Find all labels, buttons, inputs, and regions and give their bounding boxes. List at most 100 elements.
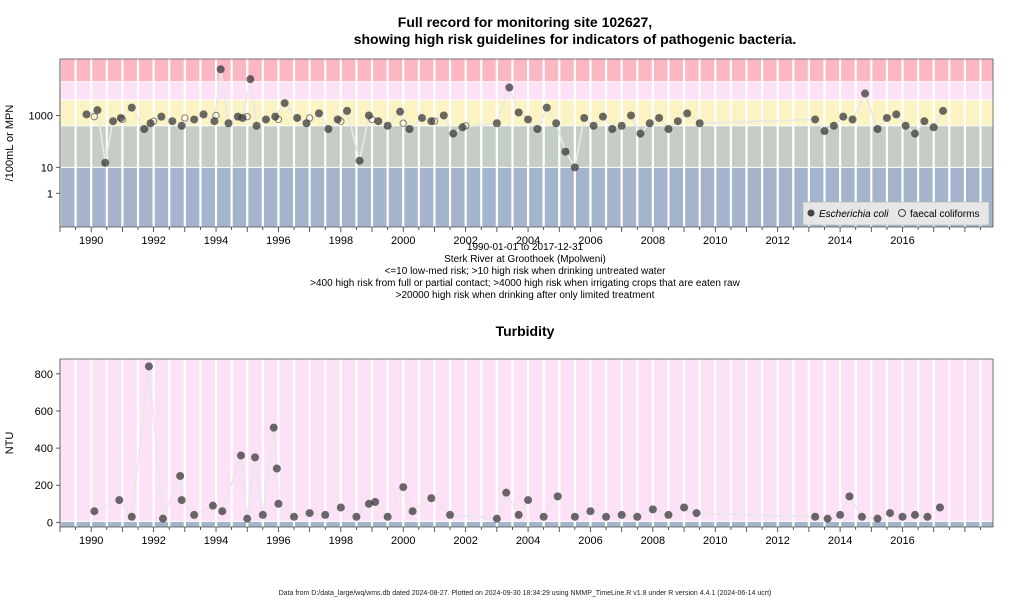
data-point-open [399,119,407,127]
data-point-open [274,115,283,124]
x-tick-label: 2014 [828,535,852,547]
y-tick-label: 1 [47,188,53,200]
data-point [836,510,845,519]
x-tick-label: 2010 [703,535,727,547]
data-point [90,507,99,516]
data-point [274,499,283,508]
data-point [533,125,542,134]
data-point [82,110,91,119]
data-point [845,492,854,501]
data-point-open [118,115,127,124]
data-point-open [149,117,158,125]
x-tick-label: 1994 [204,535,228,547]
data-point [208,501,217,510]
chart1-legend: Escherichia coli faecal coliforms [802,201,990,226]
chart1-y-axis: 1 10 1000 [29,59,61,227]
y-tick-label: 600 [35,406,53,418]
data-point [446,510,455,519]
data-point-open [305,114,314,122]
data-point [144,362,153,371]
date-range: 1990-01-01 to 2017-12-31 [467,242,584,253]
data-point-open [368,115,376,124]
data-point [617,510,626,519]
data-point [364,111,373,120]
x-tick-label: 1996 [266,535,290,547]
data-point [542,103,551,112]
data-point [602,512,611,521]
data-point [272,464,281,473]
data-point [598,112,607,121]
x-tick-label: 2008 [641,535,665,547]
data-point [664,125,673,134]
chart2-y-axis: 0 200 400 600 800 [35,359,61,529]
series-line [86,69,944,170]
data-point [190,510,199,519]
data-point [396,107,405,116]
data-point [216,65,225,74]
data-point [93,106,102,115]
data-point [524,115,533,124]
data-point [280,99,289,108]
data-point [252,121,261,130]
data-point [140,125,149,134]
data-point-open [90,112,99,121]
data-point-open [461,122,470,130]
x-tick-label: 1996 [266,235,290,247]
data-point [343,106,352,115]
x-tick-label: 2016 [890,535,914,547]
x-tick-label: 2016 [890,235,914,247]
x-tick-label: 1998 [329,235,353,247]
chart1-x-axis: 1990 1992 1994 1996 1998 2000 2002 2004 2006 2008… [59,227,981,247]
data-point [427,494,436,503]
x-tick-label: 1990 [79,235,103,247]
data-point [269,423,278,432]
data-point [570,512,579,521]
data-point [920,117,929,126]
data-point [383,512,392,521]
data-point [314,109,323,118]
data-point [514,108,523,117]
data-point [243,514,252,523]
data-point [321,510,330,519]
data-point [115,496,124,505]
data-point [238,113,247,122]
data-point [608,125,617,134]
data-point [116,113,125,122]
data-point [636,129,645,138]
site-name: Sterk River at Groothoek (Mpolweni) [444,254,606,265]
x-tick-label: 2006 [578,535,602,547]
data-point [882,113,891,122]
data-point [570,163,579,172]
data-point [101,158,110,167]
guideline-line-2: >400 high risk from full or partial cont… [310,278,740,289]
data-point [408,507,417,516]
data-point-open [212,111,220,120]
data-point [552,119,561,128]
data-point [873,514,882,523]
data-point [251,453,260,462]
x-tick-label: 2000 [391,235,415,247]
data-point [589,121,598,130]
chart1-subtitle: showing high risk guidelines for indicat… [354,31,797,47]
data-point [886,509,895,518]
x-tick-label: 2012 [765,235,789,247]
x-tick-label: 1998 [329,535,353,547]
data-point [336,503,345,512]
data-point [176,471,185,480]
data-point [290,512,299,521]
chart2-points [90,362,944,523]
data-point [505,83,514,92]
x-tick-label: 1992 [141,535,165,547]
data-point [168,117,177,126]
y-tick-label: 800 [35,369,53,381]
data-point [561,147,570,156]
chart2-title: Turbidity [496,323,555,339]
data-point [157,112,166,121]
data-point [492,119,501,128]
data-point [190,115,199,124]
data-point [371,497,380,506]
data-point [892,110,901,119]
data-point [829,121,838,130]
data-point [680,503,689,512]
